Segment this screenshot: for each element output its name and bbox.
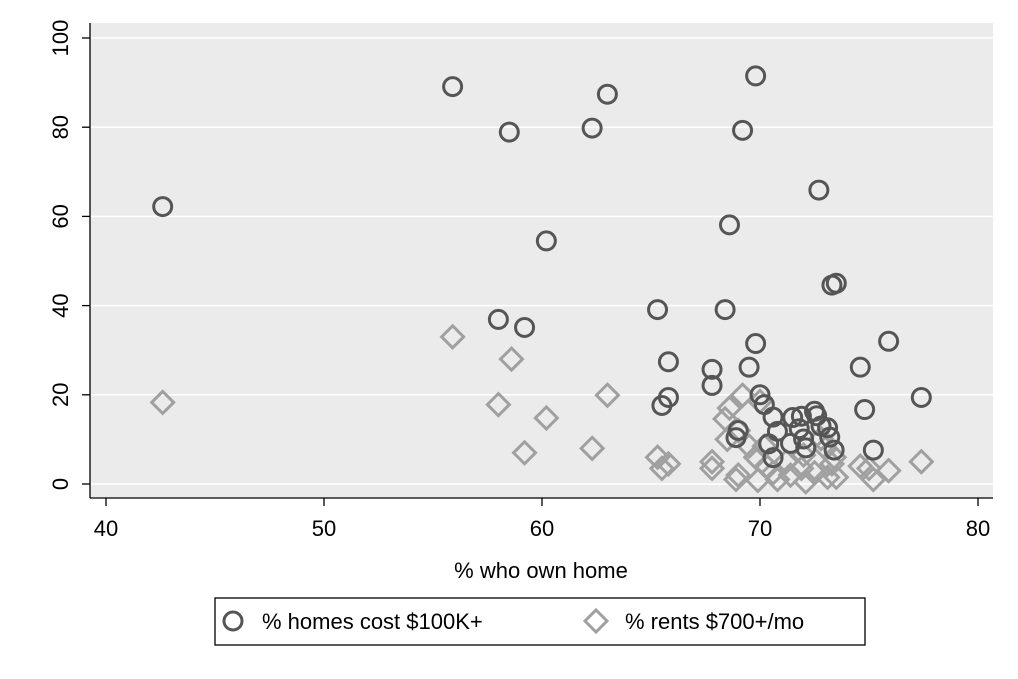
- rent-point: [714, 426, 741, 453]
- home-cost-point: [714, 299, 736, 321]
- home-cost-point: [498, 121, 520, 143]
- rent-point: [648, 455, 676, 482]
- home-cost-point: [854, 399, 876, 421]
- home-cost-point: [762, 447, 784, 469]
- y-tick-label: 60: [48, 204, 73, 228]
- ticks: 0 20 40 60 80 100 40 50 60 70 80: [48, 20, 990, 541]
- home-cost-point: [487, 308, 509, 330]
- rent-point: [823, 464, 850, 491]
- data-marks: [149, 65, 935, 495]
- rent-point: [801, 459, 828, 486]
- home-cost-point: [718, 214, 740, 236]
- home-cost-point: [651, 395, 673, 417]
- legend-label-homes: % homes cost $100K+: [262, 609, 483, 634]
- home-cost-point: [535, 230, 557, 252]
- home-cost-point: [745, 65, 767, 87]
- rent-point: [511, 439, 538, 466]
- legend-diamond-marker: [582, 607, 610, 635]
- home-cost-point: [152, 196, 174, 218]
- home-cost-point: [725, 427, 747, 449]
- rent-point: [644, 444, 671, 471]
- rent-point: [855, 455, 883, 482]
- rent-point: [439, 323, 466, 350]
- home-cost-point: [762, 406, 784, 428]
- home-cost-point: [821, 274, 843, 296]
- home-cost-point: [790, 405, 812, 427]
- rent-point: [908, 448, 935, 475]
- rent-point: [698, 448, 726, 475]
- home-cost-point: [657, 351, 679, 373]
- x-tick-label: 40: [94, 516, 118, 541]
- home-cost-point: [808, 179, 830, 201]
- y-tick-label: 20: [48, 383, 73, 407]
- home-cost-point: [732, 119, 754, 141]
- rent-point: [773, 448, 800, 475]
- x-tick-label: 60: [530, 516, 554, 541]
- home-cost-point: [793, 428, 815, 450]
- rent-point: [149, 389, 176, 416]
- home-cost-point: [862, 439, 884, 461]
- home-cost-point: [910, 386, 932, 408]
- rent-point: [725, 461, 752, 489]
- rent-point: [875, 457, 902, 484]
- rent-point: [579, 435, 606, 462]
- rent-point: [655, 450, 682, 478]
- x-tick-label: 80: [966, 516, 990, 541]
- rent-point: [716, 395, 743, 422]
- home-cost-point: [442, 76, 464, 98]
- home-cost-point: [745, 333, 767, 355]
- home-cost-point: [795, 437, 817, 459]
- y-tick-label: 80: [48, 115, 73, 139]
- home-cost-point: [738, 356, 760, 378]
- home-cost-point: [581, 117, 603, 139]
- home-cost-point: [878, 330, 900, 352]
- home-cost-point: [596, 83, 618, 105]
- home-cost-point: [514, 316, 536, 338]
- x-tick-label: 50: [312, 516, 336, 541]
- home-cost-point: [806, 405, 828, 427]
- home-cost-point: [758, 433, 780, 455]
- home-cost-point: [647, 299, 669, 321]
- rent-point: [860, 466, 887, 493]
- legend-label-rents: % rents $700+/mo: [625, 609, 804, 634]
- plot-background: [90, 23, 993, 498]
- legend: % homes cost $100K+ % rents $700+/mo: [214, 597, 866, 646]
- rent-point: [729, 382, 756, 409]
- y-tick-label: 100: [48, 20, 73, 57]
- rent-point: [792, 468, 819, 495]
- rent-point: [533, 404, 560, 432]
- x-axis-title: % who own home: [454, 558, 628, 583]
- rent-point: [847, 453, 874, 480]
- rent-point: [485, 391, 512, 418]
- rent-point: [807, 425, 835, 452]
- home-cost-point: [810, 415, 832, 437]
- home-cost-point: [849, 356, 871, 378]
- home-cost-point: [782, 407, 804, 429]
- home-cost-point: [701, 374, 723, 396]
- rent-point: [764, 466, 791, 493]
- home-cost-point: [788, 418, 810, 440]
- rent-point: [759, 459, 787, 486]
- home-cost-point: [749, 384, 771, 406]
- y-tick-label: 40: [48, 293, 73, 317]
- y-tick-label: 0: [48, 478, 73, 490]
- rent-point: [698, 455, 726, 482]
- legend-box: [214, 597, 866, 646]
- x-tick-label: 70: [748, 516, 772, 541]
- legend-circle-marker: [222, 610, 244, 632]
- home-cost-point: [823, 439, 845, 461]
- home-cost-point: [701, 358, 723, 380]
- rent-point: [498, 345, 525, 373]
- rent-point: [594, 382, 621, 409]
